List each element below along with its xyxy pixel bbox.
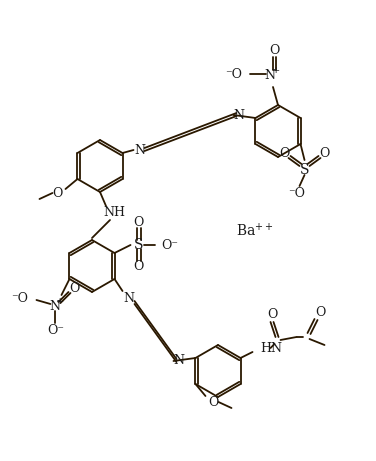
Text: O: O <box>133 260 144 273</box>
Text: S: S <box>300 163 309 177</box>
Text: O: O <box>319 147 330 160</box>
Text: O: O <box>208 396 219 408</box>
Text: N: N <box>134 143 145 156</box>
Text: N: N <box>173 355 184 367</box>
Text: Ba$^{++}$: Ba$^{++}$ <box>236 222 274 240</box>
Text: N: N <box>233 108 244 122</box>
Text: NH: NH <box>103 206 125 219</box>
Text: O⁻: O⁻ <box>162 238 179 252</box>
Text: S: S <box>134 238 143 252</box>
Text: O: O <box>315 307 326 319</box>
Text: O⁻: O⁻ <box>47 324 64 337</box>
Text: O: O <box>133 215 144 229</box>
Text: +: + <box>272 65 280 75</box>
Text: N: N <box>264 69 276 82</box>
Text: O: O <box>69 282 80 295</box>
Text: HN: HN <box>261 342 282 355</box>
Text: N: N <box>49 300 60 313</box>
Text: ⁻O: ⁻O <box>12 291 29 305</box>
Text: ⁻O: ⁻O <box>225 67 242 81</box>
Text: O: O <box>267 308 278 321</box>
Text: O: O <box>52 187 63 200</box>
Text: O: O <box>279 147 290 160</box>
Text: +: + <box>56 296 65 306</box>
Text: ⁻O: ⁻O <box>288 187 305 200</box>
Text: O: O <box>269 43 279 57</box>
Text: N: N <box>123 292 134 306</box>
